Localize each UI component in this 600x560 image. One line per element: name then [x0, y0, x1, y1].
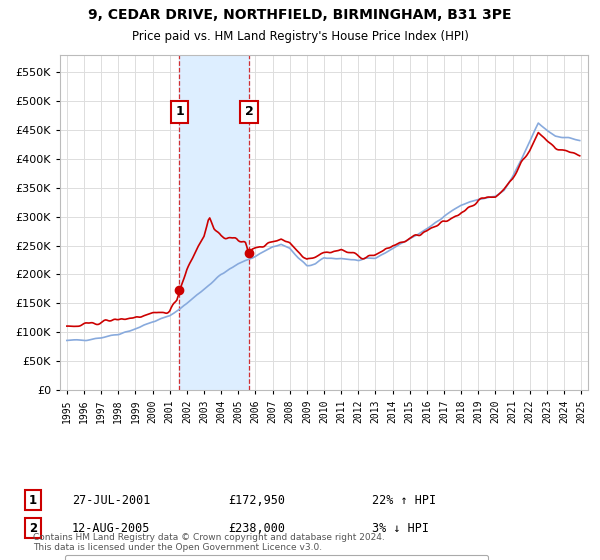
Text: 9, CEDAR DRIVE, NORTHFIELD, BIRMINGHAM, B31 3PE: 9, CEDAR DRIVE, NORTHFIELD, BIRMINGHAM, … — [88, 8, 512, 22]
Text: 27-JUL-2001: 27-JUL-2001 — [72, 493, 151, 506]
Bar — [179, 55, 249, 390]
Text: £172,950: £172,950 — [228, 493, 285, 506]
Text: 2: 2 — [245, 105, 253, 119]
Legend: 9, CEDAR DRIVE, NORTHFIELD, BIRMINGHAM, B31 3PE (detached house), HPI: Average p: 9, CEDAR DRIVE, NORTHFIELD, BIRMINGHAM, … — [65, 555, 488, 560]
Text: 1: 1 — [29, 493, 37, 506]
Text: Contains HM Land Registry data © Crown copyright and database right 2024.
This d: Contains HM Land Registry data © Crown c… — [33, 533, 385, 552]
Text: 2: 2 — [29, 521, 37, 534]
Text: 1: 1 — [175, 105, 184, 119]
Text: Price paid vs. HM Land Registry's House Price Index (HPI): Price paid vs. HM Land Registry's House … — [131, 30, 469, 43]
Text: 12-AUG-2005: 12-AUG-2005 — [72, 521, 151, 534]
Text: 22% ↑ HPI: 22% ↑ HPI — [372, 493, 436, 506]
Text: 3% ↓ HPI: 3% ↓ HPI — [372, 521, 429, 534]
Text: £238,000: £238,000 — [228, 521, 285, 534]
